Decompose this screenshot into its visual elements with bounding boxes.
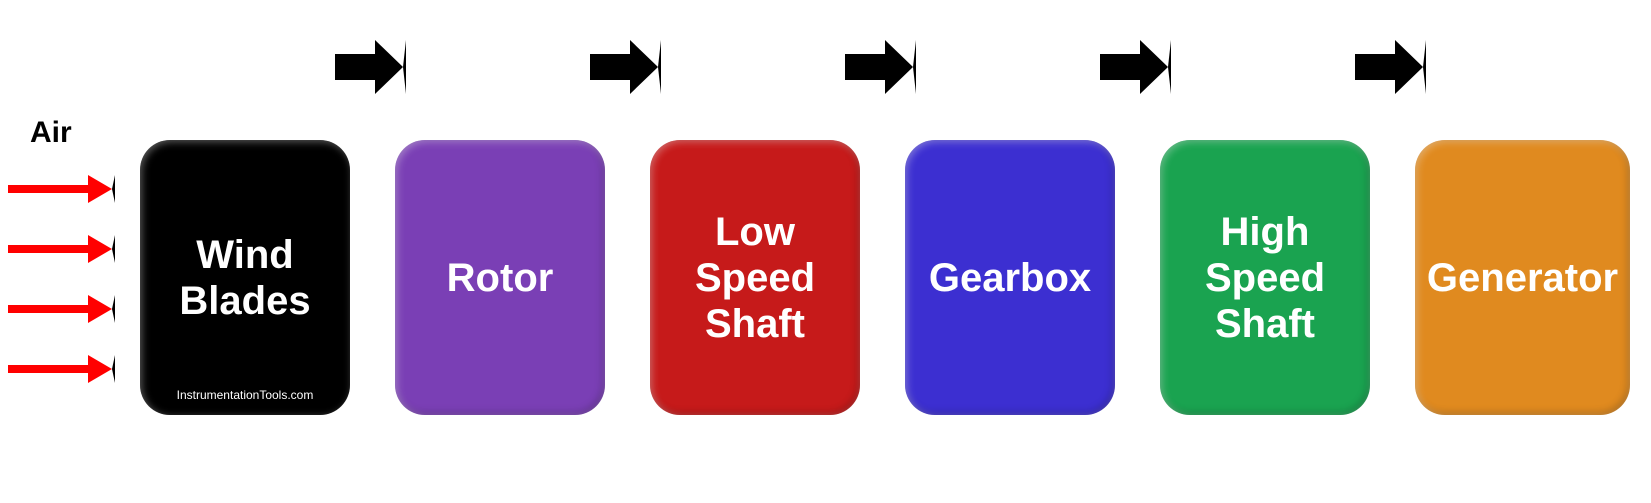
flow-box-label: Gearbox <box>929 255 1091 301</box>
flow-box: Rotor <box>395 140 605 415</box>
watermark-text: InstrumentationTools.com <box>140 389 350 403</box>
air-arrow <box>8 235 115 263</box>
flow-arrow <box>845 40 916 94</box>
flow-box: HighSpeedShaft <box>1160 140 1370 415</box>
air-label: Air <box>30 116 72 150</box>
flow-arrow <box>590 40 661 94</box>
flow-box-label: Generator <box>1427 255 1618 301</box>
flow-box-label: Rotor <box>447 255 554 301</box>
air-arrow <box>8 355 115 383</box>
flow-box-label: HighSpeedShaft <box>1205 209 1325 347</box>
air-arrow <box>8 175 115 203</box>
flow-arrow <box>1355 40 1426 94</box>
flow-box: Gearbox <box>905 140 1115 415</box>
flow-box: LowSpeedShaft <box>650 140 860 415</box>
flow-arrow <box>1100 40 1171 94</box>
flow-box: WindBlades InstrumentationTools.com <box>140 140 350 415</box>
air-arrow <box>8 295 115 323</box>
flow-box-label: LowSpeedShaft <box>695 209 815 347</box>
flow-box: Generator <box>1415 140 1630 415</box>
flow-arrow <box>335 40 406 94</box>
flow-box-label: WindBlades <box>179 232 310 324</box>
